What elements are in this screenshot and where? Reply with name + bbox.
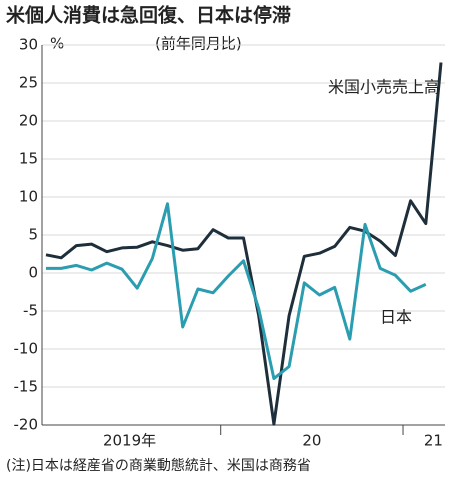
y-unit: % [50,35,64,53]
y-tick-label: -10 [14,340,39,358]
series-line [45,62,443,426]
y-tick-label: -20 [14,416,39,434]
y-tick-label: -15 [14,378,39,396]
series-line [46,202,427,381]
y-tick-label: 5 [28,226,38,244]
y-tick-label: 25 [19,74,38,92]
series-label: 米国小売売上高 [328,78,440,97]
y-tick-label: 10 [19,188,38,206]
y-tick-label: 20 [19,112,38,130]
chart-title: 米個人消費は急回復、日本は停滞 [6,4,291,27]
x-tick-label: 2019年 [103,432,156,450]
chart-subtitle: (前年同月比) [155,35,242,53]
x-tick-label: 21 [424,432,443,450]
y-tick-label: 0 [28,264,38,282]
series-label: 日本 [380,308,412,327]
x-tick-label: 20 [302,432,321,450]
y-tick-label: 30 [19,36,38,54]
note: (注)日本は経産省の商業動態統計、米国は商務省 [6,458,311,474]
y-tick-label: 15 [19,150,38,168]
y-tick-label: -5 [23,302,38,320]
